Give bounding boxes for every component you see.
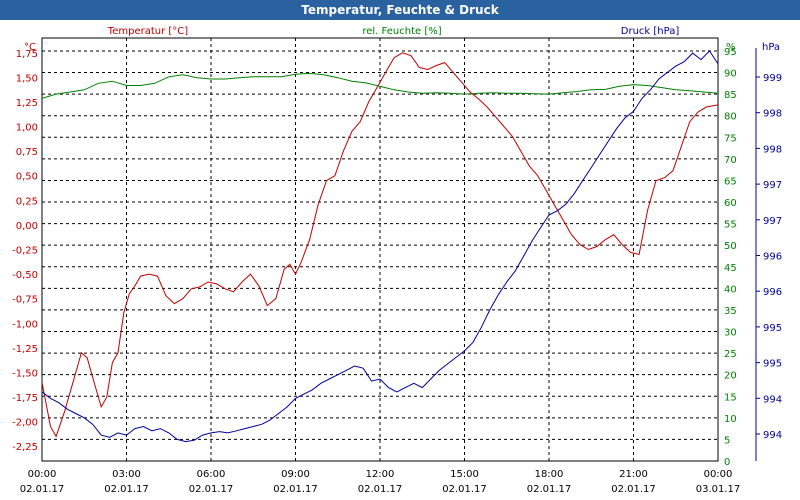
y-left-tick-label: 1,75 [16,49,38,60]
legend-temperature: Temperatur [°C] [107,26,188,37]
y-middle-tick-label: 15 [724,392,737,403]
y-left-tick-label: -1,50 [12,368,38,379]
x-tick-label-date: 02.01.17 [442,484,487,495]
x-tick-label-date: 02.01.17 [527,484,572,495]
y-right-unit: hPa [762,42,780,53]
y-left-tick-label: 1,00 [16,123,38,134]
y-middle-tick-label: 95 [724,47,737,58]
y-right-tick-label: 999 [763,73,782,84]
y-left-tick-label: -0,25 [12,246,38,257]
x-tick-label-date: 02.01.17 [273,484,318,495]
legend-humidity: rel. Feuchte [%] [362,26,441,37]
chart-title: Temperatur, Feuchte & Druck [0,0,800,20]
y-left-tick-label: 1,50 [16,73,38,84]
y-right-tick-label: 995 [763,359,782,370]
y-middle-unit: % [726,42,736,53]
y-left-tick-label: 0,00 [16,221,38,232]
y-middle-tick-label: 0 [724,457,730,468]
y-middle-tick-label: 75 [724,133,737,144]
series-line-pressure [41,50,719,443]
y-middle-tick-label: 60 [724,198,737,209]
x-tick-label-time: 09:00 [281,469,310,480]
y-middle-tick-label: 20 [724,371,737,382]
x-tick-label-time: 21:00 [619,469,648,480]
y-left-tick-label: 0,25 [16,196,38,207]
y-left-tick-label: -1,25 [12,344,38,355]
y-right-tick-label: 994 [763,394,782,405]
x-tick-label-time: 03:00 [112,469,141,480]
y-left-tick-label: 1,25 [16,98,38,109]
legend-pressure: Druck [hPa] [621,26,680,37]
series-line-humidity [41,72,719,99]
y-left-tick-label: -0,50 [12,270,38,281]
y-left-tick-label: 0,50 [16,172,38,183]
y-middle-tick-label: 55 [724,220,737,231]
series-line-temperature [41,52,719,438]
y-middle-tick-label: 70 [724,155,737,166]
y-middle-tick-label: 40 [724,284,737,295]
y-left-tick-label: 0,75 [16,147,38,158]
y-left-tick-label: -2,25 [12,442,38,453]
y-middle-tick-label: 30 [724,328,737,339]
y-middle-tick-label: 35 [724,306,737,317]
x-tick-label-date: 03.01.17 [696,484,741,495]
y-middle-tick-label: 25 [724,349,737,360]
y-right-tick-label: 998 [763,144,782,155]
x-tick-label-time: 06:00 [197,469,226,480]
y-left-tick-label: -0,75 [12,295,38,306]
tick-labels: 00:00 02.01.17 03:00 02.01.17 06:00 02.01.17 0… [12,26,782,495]
y-right-tick-label: 996 [763,252,782,263]
y-middle-tick-label: 5 [724,435,730,446]
y-middle-tick-label: 80 [724,112,737,123]
x-tick-label-date: 02.01.17 [189,484,234,495]
y-right-tick-label: 997 [763,180,782,191]
y-left-unit: °C [24,42,36,53]
x-tick-label-time: 00:00 [704,469,733,480]
x-tick-label-date: 02.01.17 [20,484,65,495]
y-left-tick-label: -2,00 [12,418,38,429]
y-right-tick-label: 995 [763,323,782,334]
axes [755,48,760,461]
y-middle-tick-label: 90 [724,69,737,80]
grid-lines [42,38,718,461]
series-lines [41,50,719,443]
y-middle-tick-label: 65 [724,176,737,187]
y-middle-tick-label: 10 [724,414,737,425]
y-left-tick-label: -1,75 [12,393,38,404]
x-tick-label-date: 02.01.17 [611,484,656,495]
y-right-tick-label: 994 [763,430,782,441]
y-middle-tick-label: 45 [724,263,737,274]
x-tick-label-time: 00:00 [28,469,57,480]
y-middle-tick-label: 50 [724,241,737,252]
y-left-tick-label: -1,00 [12,319,38,330]
y-right-tick-label: 996 [763,287,782,298]
x-tick-label-time: 12:00 [366,469,395,480]
y-right-tick-label: 997 [763,216,782,227]
y-right-tick-label: 998 [763,109,782,120]
x-tick-label-date: 02.01.17 [104,484,149,495]
x-tick-label-date: 02.01.17 [358,484,403,495]
y-middle-tick-label: 85 [724,90,737,101]
x-tick-label-time: 18:00 [535,469,564,480]
x-tick-label-time: 15:00 [450,469,479,480]
chart-area: 00:00 02.01.17 03:00 02.01.17 06:00 02.01.17 0… [12,26,782,495]
